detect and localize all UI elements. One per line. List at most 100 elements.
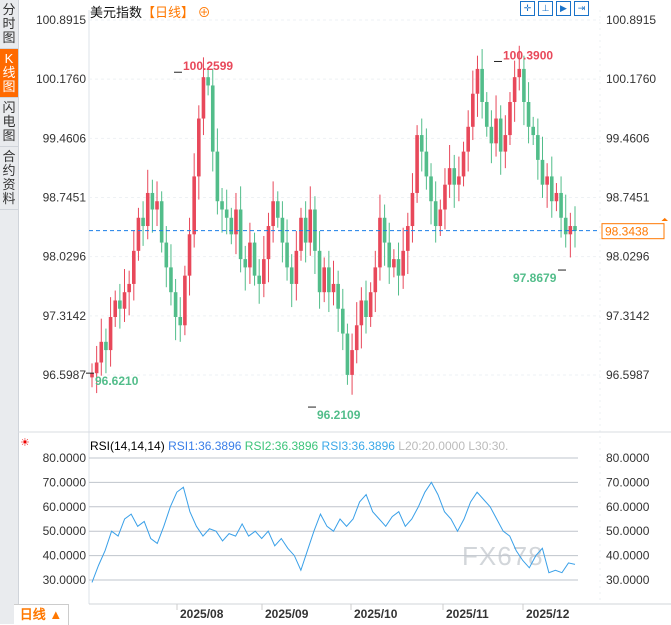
candle-body <box>289 267 294 284</box>
candle-body <box>410 192 415 227</box>
date-tick: 2025/08 <box>180 607 224 621</box>
candle-body <box>382 217 387 243</box>
candle-body <box>392 259 396 268</box>
candle-body <box>401 250 405 276</box>
candle-body <box>238 209 243 260</box>
candle-body <box>155 201 159 210</box>
candle-body <box>480 68 484 102</box>
period-label[interactable]: 【日线】 <box>142 5 195 20</box>
instrument-name: 美元指数 <box>90 5 143 20</box>
crosshair-icon[interactable]: ✛ <box>520 1 535 16</box>
candle-body <box>187 234 192 276</box>
candle-body <box>266 226 271 260</box>
price-tick-right: 97.3142 <box>606 309 650 323</box>
rsi-tick-right: 30.0000 <box>606 573 650 587</box>
candle-body <box>526 101 531 127</box>
candle-body <box>313 209 317 251</box>
sidebar-tab-3[interactable]: 合约资料 <box>0 147 18 210</box>
rsi-legend-item: L30:30. <box>468 439 509 453</box>
candle-body <box>336 283 340 309</box>
candle-body <box>433 201 438 227</box>
rsi-legend-item: RSI3:36.3896 <box>321 439 399 453</box>
last-price-label: 98.3438 <box>605 225 649 239</box>
exit-icon[interactable]: ⇥ <box>574 1 589 16</box>
date-tick: 2025/09 <box>265 607 309 621</box>
candle-body <box>461 151 466 177</box>
candle-body <box>192 176 196 235</box>
rsi-tick-left: 50.0000 <box>43 524 87 538</box>
settings-sun-icon[interactable]: ☀ <box>20 437 30 449</box>
rsi-tick-right: 40.0000 <box>606 549 650 563</box>
candle-body <box>308 209 313 243</box>
candle-body <box>104 341 108 351</box>
extreme-label: 100.2599 <box>183 59 233 73</box>
candle-body <box>197 118 201 177</box>
candle-body <box>466 126 470 152</box>
price-tick-left: 98.0296 <box>43 250 87 264</box>
candle-body <box>559 192 563 218</box>
candle-body <box>317 250 322 293</box>
candle-body <box>452 168 457 185</box>
candle-body <box>178 317 183 326</box>
candle-body <box>554 192 559 202</box>
candle-body <box>94 362 99 374</box>
price-tick-right: 100.8915 <box>606 13 656 27</box>
candle-body <box>396 259 401 276</box>
candle-body <box>159 201 164 243</box>
rsi-tick-right: 80.0000 <box>606 451 650 465</box>
candle-body <box>484 101 489 127</box>
price-tick-left: 100.8915 <box>36 13 86 27</box>
candle-body <box>438 209 443 227</box>
price-tick-right: 100.1760 <box>606 72 656 86</box>
last-price-arrow-icon: ⏶ <box>661 215 669 225</box>
candle-body <box>118 300 122 309</box>
candle-body <box>201 77 206 119</box>
candle-body <box>573 226 577 232</box>
candle-body <box>220 201 224 210</box>
candle-body <box>508 101 512 136</box>
candle-body <box>457 176 461 185</box>
candle-body <box>364 300 368 318</box>
candle-body <box>424 151 429 177</box>
candle-body <box>517 68 522 78</box>
candle-body <box>354 325 359 351</box>
extreme-label: 96.6210 <box>95 374 139 388</box>
date-tick: 2025/10 <box>354 607 398 621</box>
play-icon[interactable]: ▶ <box>556 1 571 16</box>
crosshair-circle-icon[interactable]: ⊕ <box>197 5 211 20</box>
candle-body <box>545 176 549 185</box>
sidebar-tab-2[interactable]: 闪电图 <box>0 98 18 147</box>
candle-body <box>373 267 378 293</box>
candle-body <box>229 217 234 235</box>
candle-body <box>252 242 257 276</box>
candle-body <box>210 85 215 152</box>
extreme-label: 96.2109 <box>317 408 361 422</box>
rsi-tick-right: 60.0000 <box>606 500 650 514</box>
candle-body <box>271 201 275 227</box>
sidebar-tab-0[interactable]: 分时图 <box>0 0 18 49</box>
candle-body <box>173 292 178 318</box>
zoom-fit-icon[interactable]: ⊥ <box>538 1 553 16</box>
price-tick-left: 96.5987 <box>43 368 87 382</box>
candle-body <box>262 259 266 284</box>
candle-body <box>471 93 475 127</box>
rsi-title: RSI(14,14,14) <box>90 439 165 453</box>
candle-body <box>285 242 289 268</box>
candle-body <box>368 292 373 318</box>
candle-body <box>443 184 447 210</box>
candle-body <box>503 135 508 152</box>
candle-body <box>145 192 150 227</box>
candle-body <box>536 135 540 160</box>
candle-body <box>136 217 141 251</box>
period-tab-daily[interactable]: 日线 ▲ <box>14 604 69 625</box>
rsi-tick-left: 80.0000 <box>43 451 87 465</box>
candle-body <box>447 168 452 185</box>
candle-body <box>164 242 169 268</box>
candle-body <box>122 292 127 309</box>
candle-body <box>113 300 118 318</box>
last-price-box <box>601 223 665 240</box>
candle-body <box>531 126 536 136</box>
candle-body <box>331 283 336 293</box>
